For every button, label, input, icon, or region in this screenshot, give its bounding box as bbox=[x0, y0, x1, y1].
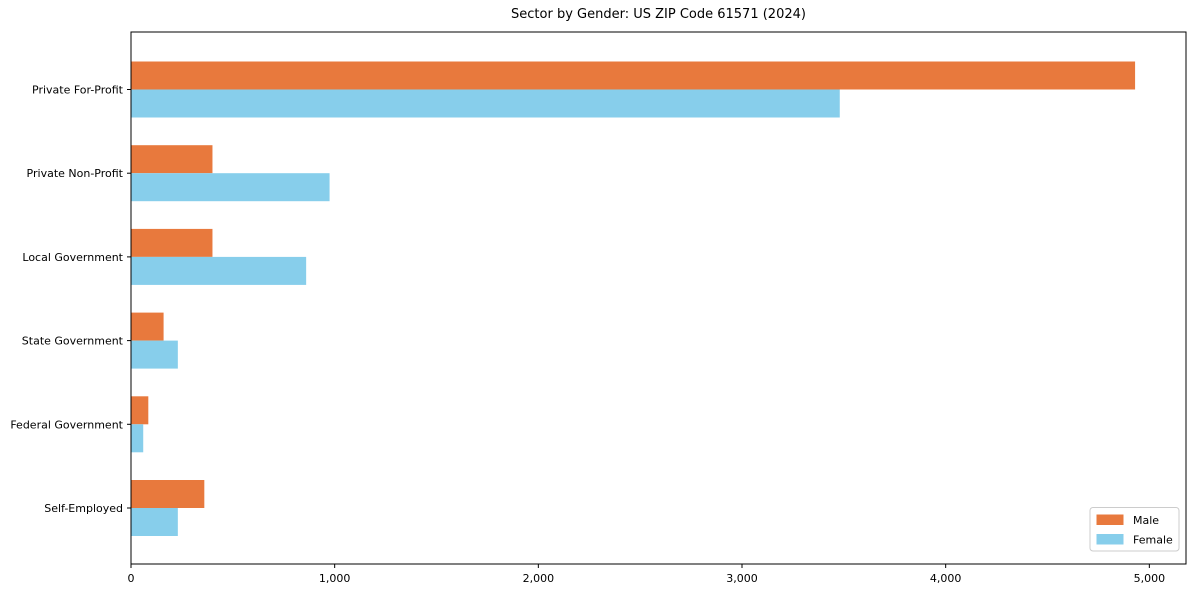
bar-female-3 bbox=[131, 256, 307, 285]
bar-female-1 bbox=[131, 89, 840, 118]
x-tick-label: 4,000 bbox=[930, 572, 962, 585]
y-category-label: Local Government bbox=[22, 251, 123, 264]
x-tick-label: 5,000 bbox=[1134, 572, 1166, 585]
x-tick-label: 3,000 bbox=[726, 572, 758, 585]
bar-male-3 bbox=[131, 228, 213, 257]
plot-border bbox=[130, 31, 1187, 565]
bar-female-4 bbox=[131, 340, 178, 369]
y-category-label: Self-Employed bbox=[44, 502, 123, 515]
x-tick-label: 2,000 bbox=[523, 572, 555, 585]
legend-swatch-female bbox=[1096, 534, 1124, 545]
y-category-label: Private For-Profit bbox=[32, 84, 124, 97]
bar-male-4 bbox=[131, 312, 164, 341]
bar-female-2 bbox=[131, 173, 330, 202]
y-category-label: Private Non-Profit bbox=[27, 167, 124, 180]
x-tick-label: 0 bbox=[128, 572, 135, 585]
bar-male-2 bbox=[131, 145, 213, 174]
y-category-label: Federal Government bbox=[10, 418, 123, 431]
plot-area bbox=[131, 32, 1186, 564]
bar-female-6 bbox=[131, 508, 178, 536]
x-tick-label: 1,000 bbox=[319, 572, 351, 585]
legend-label-male: Male bbox=[1133, 514, 1159, 527]
bar-male-1 bbox=[131, 61, 1136, 90]
bar-male-6 bbox=[131, 480, 205, 508]
legend-label-female: Female bbox=[1133, 534, 1173, 547]
legend-swatch-male bbox=[1096, 514, 1124, 525]
bar-female-5 bbox=[131, 424, 144, 453]
chart-title: Sector by Gender: US ZIP Code 61571 (202… bbox=[511, 7, 806, 22]
bar-male-5 bbox=[131, 396, 149, 425]
y-category-label: State Government bbox=[22, 335, 124, 348]
